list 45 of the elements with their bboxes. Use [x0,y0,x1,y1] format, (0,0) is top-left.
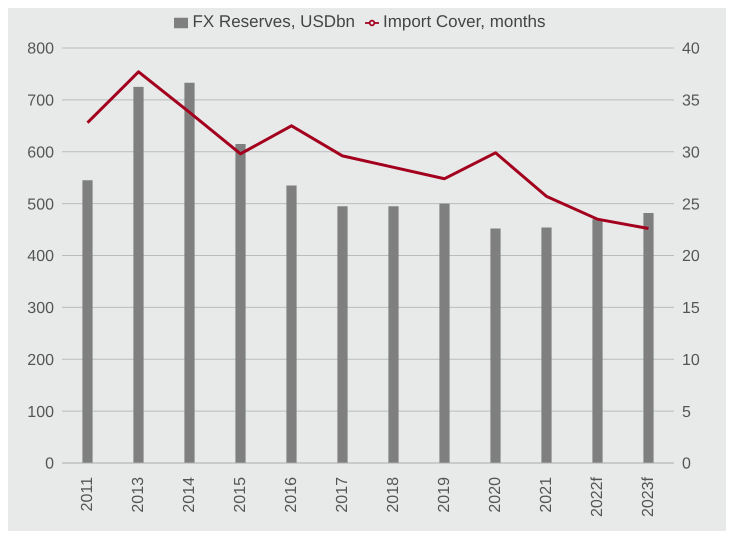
bar [286,185,297,463]
bar [82,180,93,463]
x-tick-label: 2023f [640,476,657,518]
bar [133,86,144,463]
y-tick-label: 500 [27,196,54,214]
x-tick-label: 2013 [130,476,147,513]
bar [235,144,246,463]
x-tick-label: 2019 [436,476,453,513]
bar [439,204,450,463]
bar [490,228,501,463]
bar [388,206,399,463]
bar [541,227,552,463]
x-tick-label: 2020 [487,476,504,513]
x-tick-label: 2022f [589,476,606,518]
x-tick-label: 2016 [283,476,300,513]
y2-tick-label: 40 [682,40,700,58]
x-tick-label: 2015 [232,476,249,513]
x-tick-label: 2011 [79,476,96,512]
y2-tick-label: 30 [682,144,700,162]
bar [184,82,195,463]
legend-label: Import Cover, months [382,12,546,31]
x-tick-label: 2021 [538,476,555,513]
y-tick-label: 100 [27,404,54,421]
y-tick-label: 400 [27,248,54,266]
x-tick-label: 2018 [385,476,402,513]
y-tick-label: 200 [27,352,54,369]
line-series [86,70,650,230]
bar [337,206,348,463]
y-tick-label: 600 [27,144,54,162]
y2-tick-label: 35 [682,92,700,110]
y-tick-label: 800 [27,40,54,58]
bar [643,212,654,463]
y-tick-label: 700 [27,92,54,110]
y2-tick-label: 15 [682,300,700,318]
y-tick-label: 300 [27,300,54,318]
x-tick-label: 2014 [181,476,198,513]
y2-tick-label: 20 [682,248,700,266]
y-tick-label: 0 [45,456,54,473]
legend-label: FX Reserves, USDbn [192,12,355,31]
y2-tick-label: 0 [682,456,691,473]
y2-tick-label: 10 [682,352,700,369]
y2-tick-label: 25 [682,196,700,214]
y2-tick-label: 5 [682,404,691,421]
bar [592,219,603,463]
x-tick-label: 2017 [334,476,351,513]
